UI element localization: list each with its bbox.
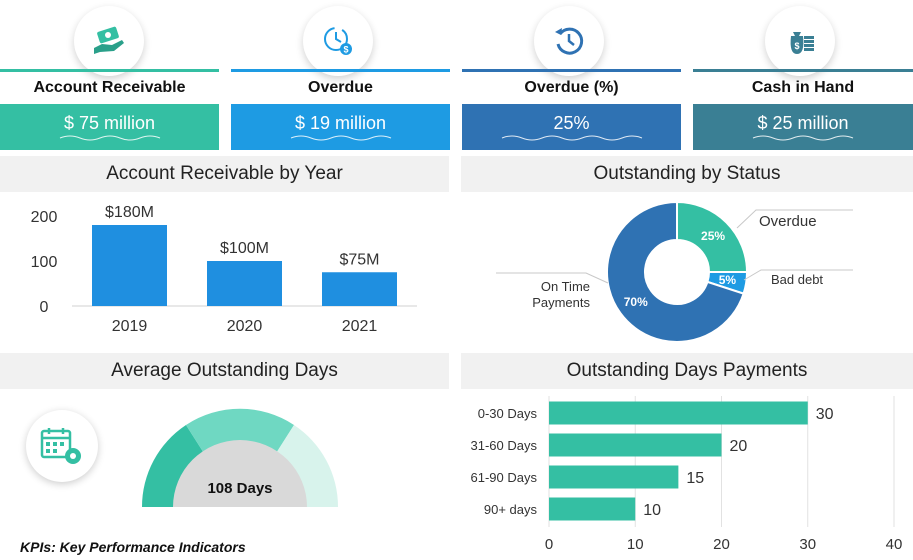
bar-data-label: 20 [730, 438, 748, 455]
x-tick-label: 30 [799, 536, 816, 553]
section-title-outstanding-by-status: Outstanding by Status [461, 156, 913, 192]
kpi-value-text: 25% [553, 113, 590, 133]
kpi-value-text: $ 19 million [294, 113, 387, 133]
bar-data-label: 10 [643, 502, 661, 519]
y-tick-label: 90+ days [484, 502, 538, 517]
bar [92, 225, 167, 306]
kpi-value: 25% [462, 104, 681, 150]
kpi-label: Overdue (%) [524, 79, 619, 96]
money-hand-icon [74, 6, 144, 76]
x-tick-label: 2021 [342, 318, 378, 335]
kpi-value-text: $ 25 million [757, 113, 849, 133]
section-title-ar-by-year: Account Receivable by Year [0, 156, 449, 192]
kpi-value-text: $ 75 million [63, 113, 156, 133]
kpi-value: $ 75 million [0, 104, 219, 150]
y-tick-label: 0-30 Days [478, 406, 538, 421]
y-tick-label: 100 [31, 254, 58, 271]
cash-bag-icon: $ [765, 6, 835, 76]
bar-data-label: $75M [339, 251, 379, 268]
bar [549, 433, 722, 457]
footer-note: KPIs: Key Performance Indicators [20, 539, 246, 555]
avg-outstanding-days-gauge [141, 408, 339, 507]
bar-data-label: 15 [686, 470, 704, 487]
svg-text:$: $ [343, 45, 348, 55]
x-tick-label: 10 [627, 536, 644, 553]
y-tick-label: 31-60 Days [471, 438, 538, 453]
bar [549, 401, 808, 425]
donut-slice [676, 200, 749, 273]
y-tick-label: 0 [40, 299, 49, 316]
leader-line [743, 269, 853, 281]
gauge-value-label: 108 Days [207, 480, 273, 497]
legend-label-on-time: Payments [532, 295, 590, 310]
section-title-outstanding-days-payments: Outstanding Days Payments [461, 353, 913, 389]
bar-data-label: $100M [220, 240, 269, 257]
bar-data-label: $180M [105, 204, 154, 221]
outstanding-days-payments-chart: 0 10 20 30 40 30 0-30 Days 20 31-60 Days 15 61-90 … [471, 396, 903, 553]
slice-percent-label: 70% [624, 295, 648, 309]
x-tick-label: 2019 [112, 318, 148, 335]
donut-slice [606, 200, 745, 343]
y-tick-label: 200 [31, 209, 58, 226]
svg-text:$: $ [794, 41, 799, 51]
bar [549, 465, 679, 489]
x-tick-label: 20 [713, 536, 730, 553]
ar-by-year-chart: 0 100 200 $180M 2019 $100M 2020 $75M 2021 [31, 204, 417, 335]
slice-percent-label: 25% [701, 229, 725, 243]
clock-dollar-icon: $ [303, 6, 373, 76]
history-icon [534, 6, 604, 76]
bar [549, 497, 636, 521]
leader-line [496, 272, 609, 284]
bar [207, 261, 282, 306]
x-tick-label: 2020 [227, 318, 263, 335]
x-tick-label: 40 [886, 536, 903, 553]
leader-line [736, 209, 853, 229]
kpi-value: $ 19 million [231, 104, 450, 150]
slice-percent-label: 5% [719, 273, 737, 287]
section-title-avg-outstanding-days: Average Outstanding Days [0, 353, 449, 389]
kpi-label: Account Receivable [33, 79, 186, 96]
y-tick-label: 61-90 Days [471, 470, 538, 485]
x-tick-label: 0 [545, 536, 553, 553]
bar [322, 272, 397, 306]
bar-data-label: 30 [816, 406, 834, 423]
kpi-label: Cash in Hand [751, 79, 855, 96]
kpi-label: Overdue [308, 79, 373, 96]
kpi-value: $ 25 million [693, 104, 913, 150]
legend-label-bad-debt: Bad debt [771, 272, 823, 287]
legend-label-overdue: Overdue [759, 213, 817, 230]
calendar-gear-icon [26, 410, 98, 482]
legend-label-on-time: On Time [541, 279, 590, 294]
